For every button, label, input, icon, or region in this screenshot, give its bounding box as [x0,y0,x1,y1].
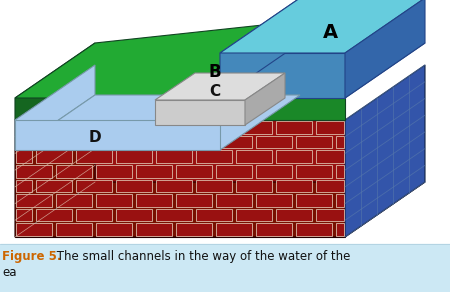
FancyBboxPatch shape [276,209,312,221]
Polygon shape [15,98,345,120]
Text: C: C [209,84,220,100]
FancyBboxPatch shape [316,121,344,134]
Polygon shape [345,65,425,237]
Text: Figure 5.: Figure 5. [2,250,62,263]
FancyBboxPatch shape [256,194,292,207]
FancyBboxPatch shape [336,135,344,148]
FancyBboxPatch shape [76,180,112,192]
Polygon shape [15,182,425,237]
FancyBboxPatch shape [96,165,132,178]
FancyBboxPatch shape [16,209,32,221]
FancyBboxPatch shape [336,165,344,178]
FancyBboxPatch shape [276,150,312,163]
FancyBboxPatch shape [296,135,332,148]
Bar [0,244,450,292]
FancyBboxPatch shape [136,135,172,148]
Polygon shape [220,53,345,98]
FancyBboxPatch shape [136,223,172,236]
FancyBboxPatch shape [56,135,92,148]
FancyBboxPatch shape [36,150,72,163]
FancyBboxPatch shape [296,165,332,178]
Polygon shape [15,43,95,120]
Polygon shape [15,95,300,150]
Text: ea: ea [2,266,17,279]
FancyBboxPatch shape [16,180,32,192]
FancyBboxPatch shape [216,194,252,207]
Polygon shape [245,73,285,125]
FancyBboxPatch shape [196,209,232,221]
FancyBboxPatch shape [136,165,172,178]
FancyBboxPatch shape [236,150,272,163]
FancyBboxPatch shape [176,165,212,178]
Polygon shape [15,65,95,237]
Text: The small channels in the way of the water of the: The small channels in the way of the wat… [53,250,351,263]
FancyBboxPatch shape [256,165,292,178]
FancyBboxPatch shape [216,135,252,148]
FancyBboxPatch shape [256,135,292,148]
FancyBboxPatch shape [256,223,292,236]
Polygon shape [15,120,345,237]
Polygon shape [155,100,245,125]
Text: A: A [323,22,338,41]
FancyBboxPatch shape [36,209,72,221]
FancyBboxPatch shape [76,121,112,134]
FancyBboxPatch shape [176,223,212,236]
Polygon shape [345,0,425,98]
FancyBboxPatch shape [196,121,232,134]
FancyBboxPatch shape [236,121,272,134]
FancyBboxPatch shape [156,180,192,192]
FancyBboxPatch shape [336,194,344,207]
FancyBboxPatch shape [316,150,344,163]
Polygon shape [15,65,95,150]
FancyBboxPatch shape [156,209,192,221]
FancyBboxPatch shape [16,194,52,207]
FancyBboxPatch shape [16,165,52,178]
FancyBboxPatch shape [116,121,152,134]
Polygon shape [220,21,425,98]
FancyBboxPatch shape [136,194,172,207]
FancyBboxPatch shape [116,180,152,192]
FancyBboxPatch shape [56,223,92,236]
FancyBboxPatch shape [76,209,112,221]
FancyBboxPatch shape [156,150,192,163]
FancyBboxPatch shape [336,223,344,236]
FancyBboxPatch shape [16,135,52,148]
FancyBboxPatch shape [316,209,344,221]
FancyBboxPatch shape [276,180,312,192]
Text: B: B [209,63,221,81]
FancyBboxPatch shape [96,135,132,148]
FancyBboxPatch shape [236,209,272,221]
FancyBboxPatch shape [196,150,232,163]
FancyBboxPatch shape [56,194,92,207]
Polygon shape [15,21,300,98]
FancyBboxPatch shape [16,121,32,134]
FancyBboxPatch shape [176,135,212,148]
Text: D: D [89,129,101,145]
FancyBboxPatch shape [56,165,92,178]
FancyBboxPatch shape [16,150,32,163]
FancyBboxPatch shape [176,194,212,207]
Polygon shape [15,120,220,150]
FancyBboxPatch shape [296,194,332,207]
Polygon shape [220,0,425,53]
FancyBboxPatch shape [36,121,72,134]
FancyBboxPatch shape [236,180,272,192]
FancyBboxPatch shape [216,165,252,178]
FancyBboxPatch shape [296,223,332,236]
FancyBboxPatch shape [96,194,132,207]
FancyBboxPatch shape [116,209,152,221]
FancyBboxPatch shape [76,150,112,163]
FancyBboxPatch shape [216,223,252,236]
FancyBboxPatch shape [16,223,52,236]
FancyBboxPatch shape [156,121,192,134]
Polygon shape [220,0,300,98]
FancyBboxPatch shape [116,150,152,163]
FancyBboxPatch shape [196,180,232,192]
FancyBboxPatch shape [96,223,132,236]
FancyBboxPatch shape [276,121,312,134]
FancyBboxPatch shape [36,180,72,192]
FancyBboxPatch shape [316,180,344,192]
Polygon shape [155,73,285,100]
